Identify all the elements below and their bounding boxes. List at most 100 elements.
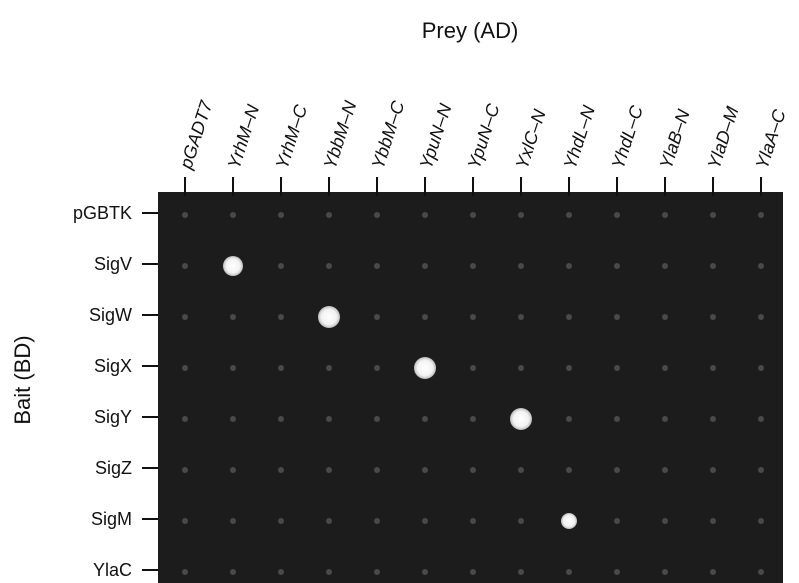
positive-colony <box>510 408 532 430</box>
colony <box>614 416 620 422</box>
colony <box>182 518 188 524</box>
colony <box>710 416 716 422</box>
colony <box>182 263 188 269</box>
colony <box>374 365 380 371</box>
positive-colony <box>561 513 577 529</box>
row-label: YlaC <box>93 560 132 580</box>
colony <box>422 518 428 524</box>
colony <box>710 569 716 575</box>
colony <box>326 467 332 473</box>
prey-title: Prey (AD) <box>422 18 519 43</box>
colony <box>662 365 668 371</box>
column-label: YpuN–C <box>464 100 504 171</box>
colony <box>182 212 188 218</box>
colony <box>662 467 668 473</box>
colony <box>470 467 476 473</box>
colony <box>662 518 668 524</box>
colony <box>374 212 380 218</box>
colony <box>710 263 716 269</box>
row-label: SigW <box>89 305 132 325</box>
colony <box>518 365 524 371</box>
colony <box>326 212 332 218</box>
column-label: YlaB–N <box>656 106 694 171</box>
colony <box>710 467 716 473</box>
colony <box>566 467 572 473</box>
colony <box>278 263 284 269</box>
colony <box>470 314 476 320</box>
colony <box>230 467 236 473</box>
colony <box>230 212 236 218</box>
colony <box>662 416 668 422</box>
column-label: YbbM–C <box>368 98 409 172</box>
row-label: SigX <box>94 356 132 376</box>
colony <box>278 314 284 320</box>
column-label: YrhM–C <box>272 101 312 171</box>
colony <box>710 518 716 524</box>
plate <box>158 192 783 583</box>
column-label: pGADT7 <box>175 98 216 173</box>
colony <box>470 263 476 269</box>
colony <box>422 263 428 269</box>
colony <box>518 263 524 269</box>
colony <box>614 212 620 218</box>
colony <box>278 518 284 524</box>
colony <box>710 314 716 320</box>
colony <box>374 569 380 575</box>
colony <box>614 365 620 371</box>
column-label: YpuN–N <box>416 100 456 171</box>
column-label: YhdL–N <box>560 102 599 171</box>
colony <box>566 212 572 218</box>
colony <box>230 365 236 371</box>
colony <box>758 212 764 218</box>
colony <box>518 569 524 575</box>
column-label: YhdL–C <box>608 102 647 171</box>
colony <box>662 212 668 218</box>
colony <box>422 314 428 320</box>
row-label: SigY <box>94 407 132 427</box>
colony <box>470 365 476 371</box>
colony <box>326 569 332 575</box>
colony <box>758 518 764 524</box>
figure: Prey (AD) Bait (BD) pGADT7YrhM–NYrhM–CYb… <box>0 0 799 583</box>
colony <box>518 212 524 218</box>
colony <box>182 314 188 320</box>
row-label: SigZ <box>95 458 132 478</box>
positive-colony <box>223 256 243 276</box>
colony <box>710 212 716 218</box>
positive-colony <box>318 306 340 328</box>
colony <box>182 467 188 473</box>
colony <box>470 416 476 422</box>
colony <box>614 314 620 320</box>
colony <box>230 314 236 320</box>
column-label: YrhM–N <box>224 101 264 171</box>
colony <box>566 314 572 320</box>
colony <box>758 365 764 371</box>
colony <box>470 212 476 218</box>
colony <box>278 569 284 575</box>
column-label: YxlC–N <box>512 106 550 171</box>
colony <box>470 518 476 524</box>
colony <box>614 467 620 473</box>
colony <box>518 467 524 473</box>
colony <box>182 569 188 575</box>
colony <box>374 518 380 524</box>
colony <box>230 416 236 422</box>
column-label: YlaA–C <box>752 106 790 171</box>
positive-colony <box>414 357 436 379</box>
colony <box>662 569 668 575</box>
row-label: pGBTK <box>73 203 132 223</box>
colony <box>710 365 716 371</box>
colony <box>518 314 524 320</box>
colony <box>758 416 764 422</box>
colony <box>182 365 188 371</box>
column-label: YlaD–M <box>704 104 743 171</box>
colony <box>614 518 620 524</box>
colony <box>614 263 620 269</box>
colony <box>278 212 284 218</box>
colony <box>662 263 668 269</box>
column-label: YbbM–N <box>320 98 361 172</box>
colony <box>326 416 332 422</box>
colony <box>422 212 428 218</box>
colony <box>662 314 668 320</box>
colony <box>374 416 380 422</box>
